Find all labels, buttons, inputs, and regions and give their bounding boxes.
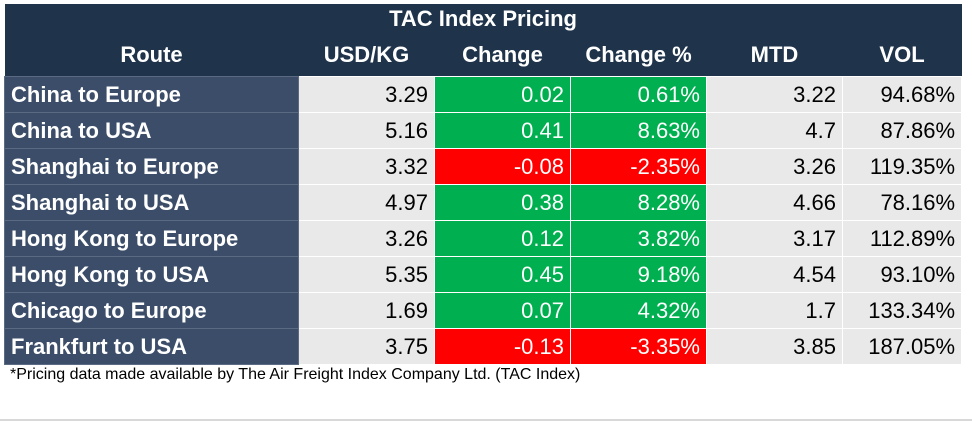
value-cell: -3.35% [570,328,707,365]
value-cell: 94.68% [841,76,963,113]
value-cell: -2.35% [570,148,707,185]
column-header: VOL [879,42,925,67]
table-title: TAC Index Pricing [389,6,577,31]
route-cell: Shanghai to USA [4,184,299,221]
value-cell: -0.08 [434,148,571,185]
pricing-table-container: TAC Index Pricing Route USD/KG Change Chang… [4,4,963,365]
value-cell: 8.28% [570,184,707,221]
column-header: Route [120,42,183,67]
value-cell: 0.02 [434,76,571,113]
pricing-table: TAC Index Pricing Route USD/KG Change Chang… [4,4,963,365]
value-cell: 3.29 [298,76,435,113]
value-cell: 0.61% [570,76,707,113]
value-cell: 4.7 [706,112,843,149]
table-row: Shanghai to Europe 3.32 -0.08 -2.35% 3.26 119… [4,148,963,185]
column-header: Change % [585,42,692,67]
column-header: MTD [750,42,799,67]
table-row: Hong Kong to Europe 3.26 0.12 3.82% 3.17 112.… [4,220,963,257]
table-row: Hong Kong to USA 5.35 0.45 9.18% 4.54 93.10% [4,256,963,293]
value-cell: 4.66 [706,184,843,221]
value-cell: 133.34% [841,292,963,329]
value-cell: 4.54 [706,256,843,293]
value-cell: 112.89% [841,220,963,257]
table-row: Chicago to Europe 1.69 0.07 4.32% 1.7 133.34% [4,292,963,329]
value-cell: 3.26 [706,148,843,185]
value-cell: 87.86% [841,112,963,149]
table-row: Shanghai to USA 4.97 0.38 8.28% 4.66 78.16% [4,184,963,221]
value-cell: 78.16% [841,184,963,221]
title-row: TAC Index Pricing [4,4,962,34]
value-cell: 3.22 [706,76,843,113]
value-cell: 187.05% [841,328,963,365]
value-cell: 3.75 [298,328,435,365]
value-cell: 8.63% [570,112,707,149]
table-body: China to Europe 3.29 0.02 0.61% 3.22 94.68% Ch… [4,76,963,365]
value-cell: 3.26 [298,220,435,257]
value-cell: 0.07 [434,292,571,329]
table-row: China to USA 5.16 0.41 8.63% 4.7 87.86% [4,112,963,149]
bottom-rule [0,419,972,421]
value-cell: 93.10% [841,256,963,293]
value-cell: 3.17 [706,220,843,257]
table-row: Frankfurt to USA 3.75 -0.13 -3.35% 3.85 187.0… [4,328,963,365]
value-cell: 3.82% [570,220,707,257]
route-cell: China to Europe [4,76,299,113]
value-cell: 0.38 [434,184,571,221]
route-cell: Shanghai to Europe [4,148,299,185]
route-cell: China to USA [4,112,299,149]
value-cell: 5.16 [298,112,435,149]
value-cell: 1.7 [706,292,843,329]
route-cell: Hong Kong to USA [4,256,299,293]
value-cell: 0.41 [434,112,571,149]
value-cell: -0.13 [434,328,571,365]
value-cell: 3.32 [298,148,435,185]
value-cell: 9.18% [570,256,707,293]
column-header: USD/KG [323,42,410,67]
footnote: *Pricing data made available by The Air … [10,366,581,383]
value-cell: 4.97 [298,184,435,221]
value-cell: 3.85 [706,328,843,365]
header-row: Route USD/KG Change Change % MTD VOL [4,34,962,77]
value-cell: 119.35% [841,148,963,185]
value-cell: 0.12 [434,220,571,257]
route-cell: Chicago to Europe [4,292,299,329]
value-cell: 1.69 [298,292,435,329]
column-header: Change [462,42,543,67]
table-row: China to Europe 3.29 0.02 0.61% 3.22 94.68% [4,76,963,113]
route-cell: Hong Kong to Europe [4,220,299,257]
value-cell: 0.45 [434,256,571,293]
value-cell: 4.32% [570,292,707,329]
route-cell: Frankfurt to USA [4,328,299,365]
value-cell: 5.35 [298,256,435,293]
